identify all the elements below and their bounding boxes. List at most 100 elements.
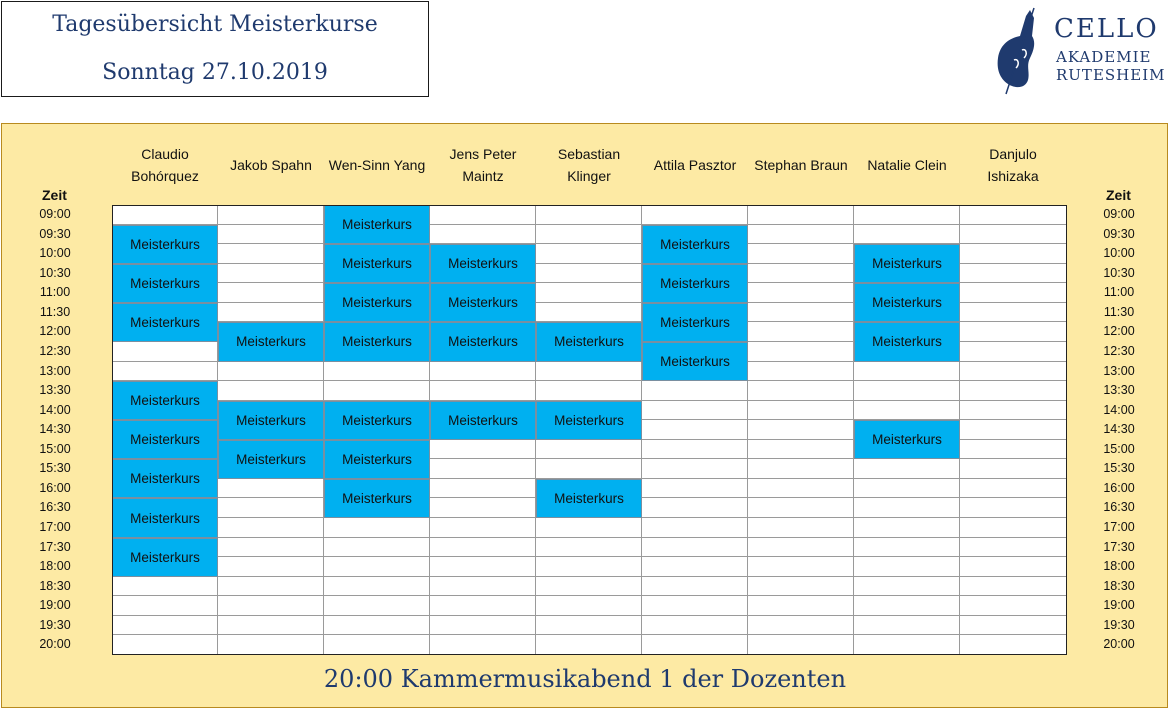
grid-cell bbox=[642, 576, 748, 597]
grid-cell bbox=[748, 537, 854, 558]
grid-cell bbox=[960, 596, 1067, 616]
event-meisterkurs[interactable]: Meisterkurs bbox=[112, 420, 218, 460]
time-label-right: 14:00 bbox=[1103, 402, 1135, 417]
event-meisterkurs[interactable]: Meisterkurs bbox=[430, 322, 536, 362]
event-meisterkurs[interactable]: Meisterkurs bbox=[854, 244, 960, 284]
grid-cell bbox=[430, 478, 536, 499]
time-label-right: 20:00 bbox=[1103, 637, 1135, 652]
event-meisterkurs[interactable]: Meisterkurs bbox=[324, 439, 430, 479]
time-label-left: 16:30 bbox=[39, 500, 71, 515]
event-meisterkurs[interactable]: Meisterkurs bbox=[112, 263, 218, 303]
grid-cell bbox=[748, 439, 854, 460]
column-header-teacher: Stephan Braun bbox=[754, 157, 848, 173]
grid-cell bbox=[642, 498, 748, 519]
time-label-left: 18:00 bbox=[39, 559, 71, 574]
grid-cell bbox=[748, 302, 854, 323]
column-header-teacher: Danjulo Ishizaka bbox=[987, 146, 1039, 184]
event-meisterkurs[interactable]: Meisterkurs bbox=[430, 283, 536, 323]
grid-cell bbox=[324, 518, 430, 538]
time-label-right: 15:00 bbox=[1103, 441, 1135, 456]
grid-cell bbox=[960, 576, 1067, 597]
grid-cell bbox=[748, 381, 854, 401]
grid-cell bbox=[536, 381, 642, 401]
event-meisterkurs[interactable]: Meisterkurs bbox=[112, 224, 218, 264]
grid-cell bbox=[854, 205, 960, 225]
grid-cell bbox=[854, 498, 960, 519]
grid-cell bbox=[324, 361, 430, 382]
event-meisterkurs[interactable]: Meisterkurs bbox=[642, 302, 748, 342]
event-meisterkurs[interactable]: Meisterkurs bbox=[112, 498, 218, 538]
grid-cell bbox=[642, 537, 748, 558]
logo-line3: RUTESHEIM bbox=[1056, 66, 1166, 84]
time-label-left: 14:30 bbox=[39, 422, 71, 437]
grid-cell bbox=[218, 615, 324, 636]
column-header-teacher: Jakob Spahn bbox=[230, 157, 312, 173]
time-label-right: 11:30 bbox=[1103, 304, 1135, 319]
grid-cell bbox=[324, 635, 430, 655]
event-meisterkurs[interactable]: Meisterkurs bbox=[112, 302, 218, 342]
event-meisterkurs[interactable]: Meisterkurs bbox=[430, 244, 536, 284]
event-meisterkurs[interactable]: Meisterkurs bbox=[430, 400, 536, 440]
grid-cell bbox=[748, 596, 854, 616]
event-meisterkurs[interactable]: Meisterkurs bbox=[112, 537, 218, 577]
event-meisterkurs[interactable]: Meisterkurs bbox=[642, 263, 748, 303]
event-meisterkurs[interactable]: Meisterkurs bbox=[642, 224, 748, 264]
time-label-left: 18:30 bbox=[39, 578, 71, 593]
grid-cell bbox=[430, 224, 536, 245]
time-label-left: 17:30 bbox=[39, 539, 71, 554]
event-meisterkurs[interactable]: Meisterkurs bbox=[854, 322, 960, 362]
grid-cell bbox=[218, 557, 324, 577]
grid-cell bbox=[536, 205, 642, 225]
event-meisterkurs[interactable]: Meisterkurs bbox=[324, 322, 430, 362]
grid-cell bbox=[536, 557, 642, 577]
grid-cell bbox=[218, 263, 324, 284]
grid-cell bbox=[960, 400, 1067, 421]
event-meisterkurs[interactable]: Meisterkurs bbox=[642, 341, 748, 382]
grid-cell bbox=[536, 263, 642, 284]
grid-cell bbox=[854, 635, 960, 655]
grid-cell bbox=[748, 205, 854, 225]
footer-note: 20:00 Kammermusikabend 1 der Dozenten bbox=[323, 665, 847, 693]
event-meisterkurs[interactable]: Meisterkurs bbox=[218, 439, 324, 479]
event-meisterkurs[interactable]: Meisterkurs bbox=[324, 244, 430, 284]
time-label-right: 17:30 bbox=[1103, 539, 1135, 554]
grid-cell bbox=[642, 557, 748, 577]
title-box: Tagesübersicht Meisterkurse Sonntag 27.1… bbox=[1, 1, 429, 97]
event-meisterkurs[interactable]: Meisterkurs bbox=[324, 283, 430, 323]
column-header-teacher: Claudio Bohórquez bbox=[131, 146, 199, 184]
grid-cell bbox=[112, 341, 218, 362]
grid-cell bbox=[854, 537, 960, 558]
grid-cell bbox=[536, 361, 642, 382]
grid-cell bbox=[218, 518, 324, 538]
time-label-right: 13:30 bbox=[1103, 383, 1135, 398]
grid-cell bbox=[854, 224, 960, 245]
event-meisterkurs[interactable]: Meisterkurs bbox=[536, 478, 642, 519]
grid-cell bbox=[324, 615, 430, 636]
time-label-left: 19:00 bbox=[39, 598, 71, 613]
event-meisterkurs[interactable]: Meisterkurs bbox=[854, 420, 960, 460]
event-meisterkurs[interactable]: Meisterkurs bbox=[112, 459, 218, 499]
event-meisterkurs[interactable]: Meisterkurs bbox=[854, 283, 960, 323]
grid-cell bbox=[960, 518, 1067, 538]
grid-cell bbox=[854, 596, 960, 616]
event-meisterkurs[interactable]: Meisterkurs bbox=[324, 400, 430, 440]
event-meisterkurs[interactable]: Meisterkurs bbox=[218, 400, 324, 440]
grid-cell bbox=[960, 459, 1067, 479]
logo-line1: CELLO bbox=[1054, 14, 1159, 44]
grid-cell bbox=[642, 400, 748, 421]
event-meisterkurs[interactable]: Meisterkurs bbox=[112, 381, 218, 421]
grid-cell bbox=[536, 635, 642, 655]
grid-cell bbox=[218, 498, 324, 519]
event-meisterkurs[interactable]: Meisterkurs bbox=[324, 205, 430, 245]
grid-cell bbox=[430, 615, 536, 636]
grid-cell bbox=[430, 361, 536, 382]
time-label-right: 18:30 bbox=[1103, 578, 1135, 593]
event-meisterkurs[interactable]: Meisterkurs bbox=[536, 400, 642, 440]
event-meisterkurs[interactable]: Meisterkurs bbox=[536, 322, 642, 362]
grid-cell bbox=[218, 205, 324, 225]
grid-cell bbox=[536, 615, 642, 636]
grid-cell bbox=[748, 635, 854, 655]
event-meisterkurs[interactable]: Meisterkurs bbox=[324, 478, 430, 519]
column-header-teacher: Attila Pasztor bbox=[653, 157, 737, 173]
event-meisterkurs[interactable]: Meisterkurs bbox=[218, 322, 324, 362]
